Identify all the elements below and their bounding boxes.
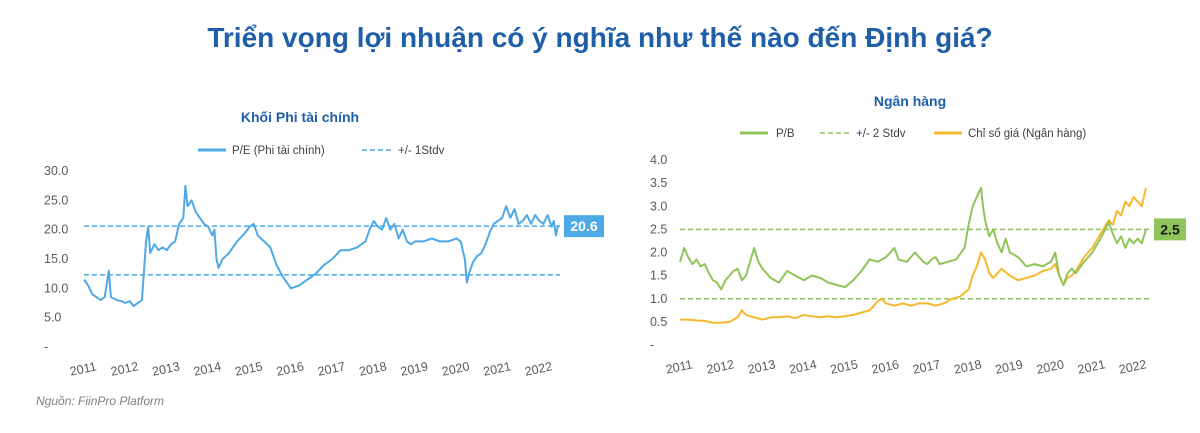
pe-series-line bbox=[83, 184, 559, 307]
x-tick-label: 2012 bbox=[705, 357, 735, 376]
x-tick-label: 2012 bbox=[110, 359, 140, 378]
x-tick-label: 2016 bbox=[870, 357, 900, 376]
pe-badge-value: 20.6 bbox=[570, 218, 597, 234]
x-tick-label: 2020 bbox=[441, 359, 471, 378]
pe-legend-stdv: +/- 1Stdv bbox=[398, 145, 445, 157]
y-tick-label: 0.5 bbox=[650, 315, 667, 329]
x-tick-label: 2015 bbox=[829, 357, 859, 376]
pb-series-line bbox=[679, 186, 1147, 291]
x-tick-label: 2022 bbox=[1118, 357, 1148, 376]
x-tick-label: 2017 bbox=[911, 357, 941, 376]
price-index-series-line bbox=[680, 187, 1147, 324]
y-tick-label: 3.5 bbox=[650, 176, 667, 190]
x-tick-label: 2015 bbox=[234, 359, 264, 378]
pe-last-value-badge: 20.6 bbox=[564, 215, 604, 238]
y-tick-label: 20.0 bbox=[44, 223, 68, 237]
x-tick-label: 2017 bbox=[316, 359, 346, 378]
x-tick-label: 2011 bbox=[665, 357, 694, 376]
y-tick-label: 4.0 bbox=[650, 153, 667, 167]
y-tick-label: 3.0 bbox=[650, 199, 667, 213]
y-tick-label: 1.0 bbox=[650, 292, 667, 306]
page-title: Triển vọng lợi nhuận có ý nghĩa như thế … bbox=[207, 22, 993, 53]
y-tick-label: 2.5 bbox=[650, 222, 667, 236]
y-tick-label: 1.5 bbox=[650, 269, 667, 283]
pb-legend-price: Chỉ số giá (Ngân hàng) bbox=[968, 128, 1086, 140]
pb-legend-pb: P/B bbox=[776, 128, 795, 140]
y-tick-label: 2.0 bbox=[650, 246, 667, 260]
x-tick-label: 2018 bbox=[358, 359, 388, 378]
pe-legend: P/E (Phi tài chính) +/- 1Stdv bbox=[198, 145, 445, 157]
x-tick-label: 2019 bbox=[399, 359, 429, 378]
pb-chart-title: Ngân hàng bbox=[874, 93, 946, 109]
y-tick-label: 30.0 bbox=[44, 164, 68, 178]
y-tick-label: - bbox=[44, 340, 48, 354]
source-note: Nguồn: FiinPro Platform bbox=[36, 394, 165, 408]
y-tick-label: 25.0 bbox=[44, 193, 68, 207]
pb-legend-stdv: +/- 2 Stdv bbox=[856, 128, 906, 140]
x-tick-label: 2014 bbox=[192, 359, 222, 378]
x-tick-label: 2022 bbox=[523, 359, 553, 378]
pb-last-value-badge: 2.5 bbox=[1154, 218, 1186, 241]
pe-chart-title: Khối Phi tài chính bbox=[241, 109, 359, 125]
pb-badge-box bbox=[1154, 218, 1186, 241]
x-tick-label: 2011 bbox=[69, 359, 98, 378]
pe-badge-box bbox=[564, 215, 604, 238]
x-tick-label: 2014 bbox=[788, 357, 818, 376]
x-tick-label: 2020 bbox=[1035, 357, 1065, 376]
pe-legend-pe: P/E (Phi tài chính) bbox=[232, 145, 325, 157]
x-tick-label: 2013 bbox=[151, 359, 181, 378]
x-tick-label: 2016 bbox=[275, 359, 305, 378]
x-tick-label: 2021 bbox=[482, 359, 512, 378]
y-tick-label: 10.0 bbox=[44, 281, 68, 295]
x-tick-label: 2021 bbox=[1076, 357, 1106, 376]
y-tick-label: 5.0 bbox=[44, 311, 61, 325]
pe-chart: Khối Phi tài chính P/E (Phi tài chính) +… bbox=[44, 109, 604, 379]
pb-legend: P/B +/- 2 Stdv Chỉ số giá (Ngân hàng) bbox=[740, 128, 1086, 140]
pb-badge-value: 2.5 bbox=[1160, 221, 1180, 237]
pb-chart: Ngân hàng P/B +/- 2 Stdv Chỉ số giá (Ngâ… bbox=[650, 93, 1186, 377]
x-tick-label: 2018 bbox=[953, 357, 983, 376]
x-tick-label: 2013 bbox=[747, 357, 777, 376]
x-tick-label: 2019 bbox=[994, 357, 1024, 376]
y-tick-label: - bbox=[650, 338, 654, 352]
y-tick-label: 15.0 bbox=[44, 252, 68, 266]
